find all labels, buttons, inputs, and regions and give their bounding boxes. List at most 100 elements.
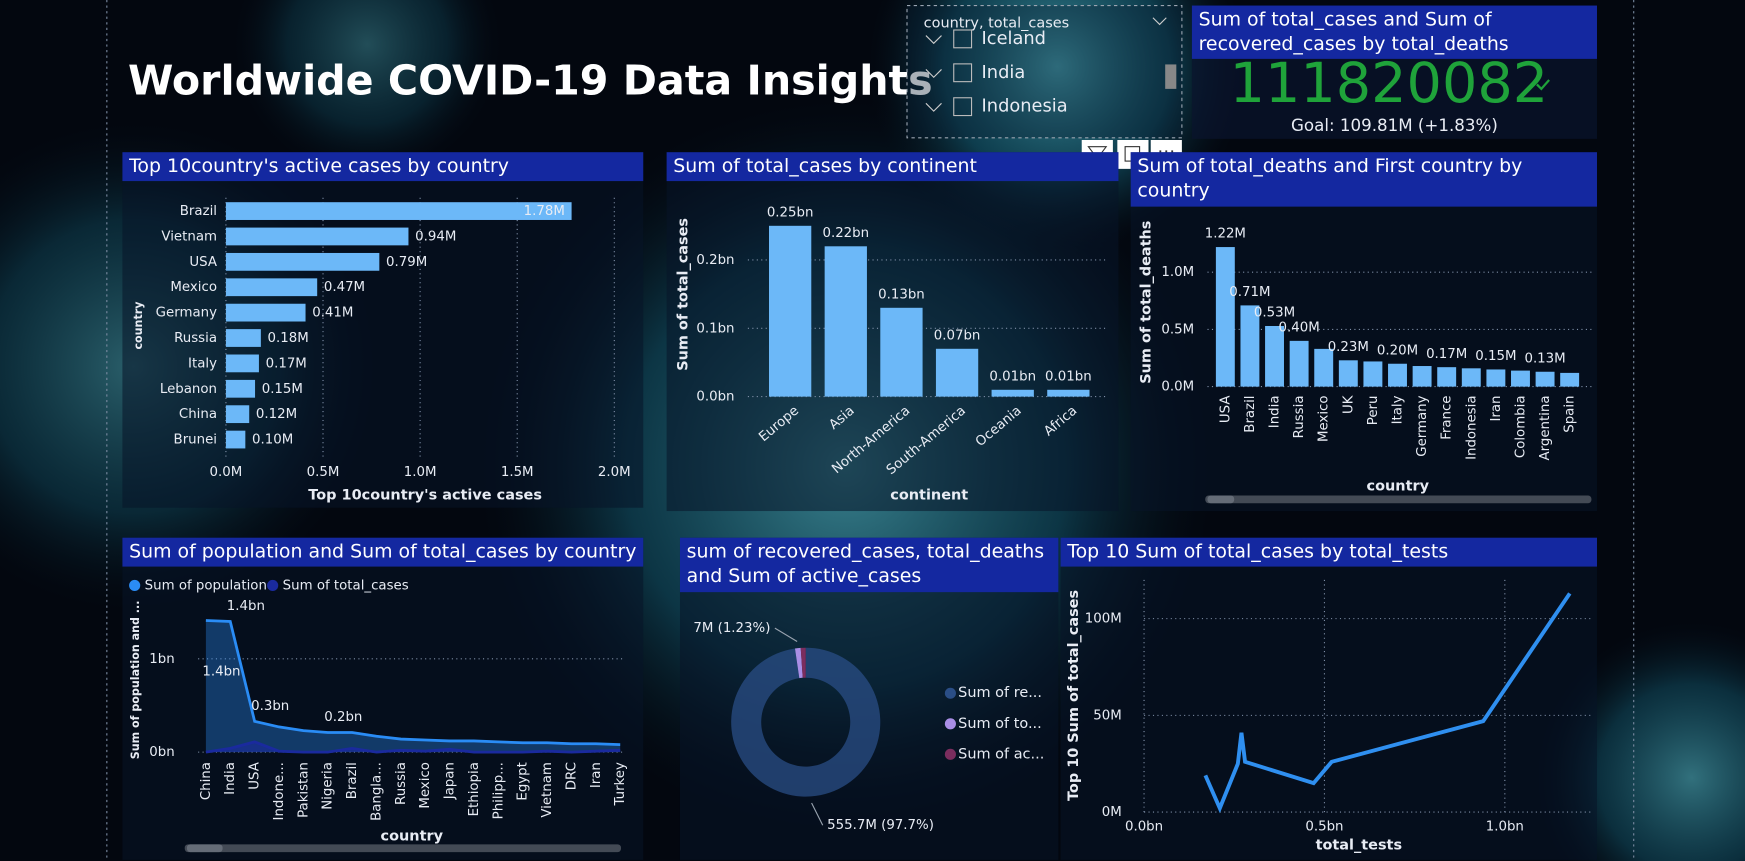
- x-axis-title: Top 10country's active cases: [308, 487, 542, 503]
- bar: [225, 430, 246, 449]
- x-tick-label: Peru: [1366, 396, 1381, 426]
- bar: [935, 348, 979, 397]
- bar: [225, 329, 261, 347]
- slicer-item[interactable]: Indonesia: [982, 96, 1068, 117]
- x-tick-label: China: [199, 762, 214, 800]
- y-axis-title: Top 10 Sum of total_cases: [1066, 590, 1082, 801]
- y-tick-label: China: [179, 407, 217, 422]
- data-label: 555.7M (97.7%): [827, 818, 934, 833]
- y-tick-label: Mexico: [170, 280, 217, 295]
- x-tick-label: Nigeria: [321, 762, 336, 810]
- x-axis-title: country: [1367, 479, 1430, 495]
- kpi-card: Sum of total_cases and Sum of recovered_…: [1191, 5, 1597, 139]
- data-label: 1.78M: [524, 204, 565, 219]
- y-tick-label: 1bn: [149, 652, 174, 667]
- bar: [225, 405, 250, 424]
- bar: [225, 379, 256, 398]
- data-label: 0.3bn: [251, 699, 289, 714]
- x-tick-label: Brazil: [1243, 396, 1258, 433]
- data-label: 0.15M: [1475, 349, 1516, 364]
- x-tick-label: Italy: [1390, 395, 1405, 424]
- legend-label: Sum of to...: [958, 716, 1042, 732]
- x-tick-label: 0.5bn: [1305, 820, 1343, 835]
- slicer[interactable]: country, total_cases: [906, 4, 1183, 139]
- slicer-item[interactable]: Iceland: [982, 28, 1046, 49]
- y-tick-label: Germany: [156, 306, 217, 321]
- y-tick-label: 1.0M: [1161, 265, 1194, 280]
- x-tick-label: Spain: [1563, 396, 1578, 433]
- x-tick-label: Brazil: [345, 762, 360, 799]
- y-tick-label: Brunei: [174, 433, 217, 448]
- visual-title: Sum of total_cases by continent: [673, 155, 977, 178]
- bar: [1461, 368, 1481, 387]
- legend-label: Sum of population: [145, 578, 267, 593]
- y-tick-label: 100M: [1085, 612, 1122, 627]
- data-label: 0.25bn: [767, 205, 814, 220]
- checkbox[interactable]: [953, 97, 973, 117]
- slicer-item[interactable]: India: [982, 62, 1026, 83]
- leader-line: [774, 627, 798, 642]
- data-label: 1.22M: [1205, 227, 1246, 242]
- chevron: [925, 69, 942, 78]
- legend-marker: [944, 687, 956, 699]
- area-fill: [205, 620, 621, 753]
- x-tick-label: Indone...: [272, 762, 287, 820]
- x-axis-title: country: [381, 829, 444, 845]
- line: [205, 619, 621, 747]
- visual-title-box: Sum of total_deaths and First country by…: [1137, 156, 1522, 203]
- x-tick-label: 0.5M: [307, 465, 340, 480]
- x-tick-label: Turkey: [613, 762, 628, 806]
- bar: [1289, 340, 1309, 387]
- y-axis-title: Sum of total_deaths: [1138, 221, 1154, 384]
- x-tick-label: 0.0M: [210, 465, 243, 480]
- visual-title-box: Sum of population and Sum of total_cases…: [129, 541, 637, 564]
- visual-panel: [122, 537, 644, 860]
- y-tick-label: 0.5M: [1161, 322, 1194, 337]
- y-axis-title: Sum of total_cases: [675, 218, 691, 371]
- data-label: 0.40M: [1279, 321, 1320, 336]
- bar: [824, 246, 867, 397]
- x-tick-label: Germany: [1415, 395, 1430, 456]
- bar: [1338, 360, 1358, 387]
- visual-title-bar: [666, 152, 1119, 182]
- x-axis-title: total_tests: [1316, 837, 1402, 853]
- bar: [225, 354, 259, 373]
- visual-title: Sum of population and Sum of total_cases…: [129, 541, 637, 564]
- bar: [1511, 370, 1530, 387]
- checkbox[interactable]: [953, 63, 973, 83]
- data-label: 0.53M: [1254, 306, 1295, 321]
- bar: [1412, 366, 1432, 387]
- x-tick-label: UK: [1341, 394, 1356, 414]
- visual-panel: [1130, 152, 1597, 512]
- data-label: 0.22bn: [822, 226, 869, 241]
- scroll-thumb: [1165, 64, 1177, 89]
- x-tick-label: Argentina: [1538, 396, 1553, 461]
- x-tick-label: DRC: [564, 762, 579, 790]
- visual-title: sum of recovered_cases, total_deaths and…: [686, 541, 1045, 588]
- x-tick-label: 2.0M: [598, 465, 631, 480]
- bar: [1560, 372, 1580, 387]
- y-tick-label: USA: [189, 255, 217, 270]
- y-tick-label: 0M: [1102, 805, 1122, 820]
- bar: [991, 389, 1034, 397]
- bar: [1265, 325, 1284, 387]
- bar: [1535, 371, 1555, 387]
- visual-title-bar: [1060, 537, 1597, 567]
- x-tick-label: Russia: [1292, 396, 1307, 439]
- slicer-frame: [906, 4, 1183, 139]
- legend-label: Sum of re...: [958, 685, 1042, 701]
- data-label: 0.94M: [415, 229, 456, 244]
- legend-marker: [944, 718, 956, 730]
- visual-title-box: Top 10country's active cases by country: [129, 156, 509, 178]
- visual-title-bar: [122, 537, 644, 567]
- y-tick-label: Russia: [174, 331, 217, 346]
- checkbox[interactable]: [953, 29, 973, 49]
- x-tick-label: 1.0M: [404, 465, 437, 480]
- data-label: 0.07bn: [934, 328, 981, 343]
- bar: [225, 278, 318, 297]
- x-tick-label: USA: [1218, 396, 1233, 424]
- visual-title-bar: [122, 152, 644, 182]
- x-tick-label: Mexico: [418, 762, 433, 809]
- data-label: 0.01bn: [989, 369, 1036, 384]
